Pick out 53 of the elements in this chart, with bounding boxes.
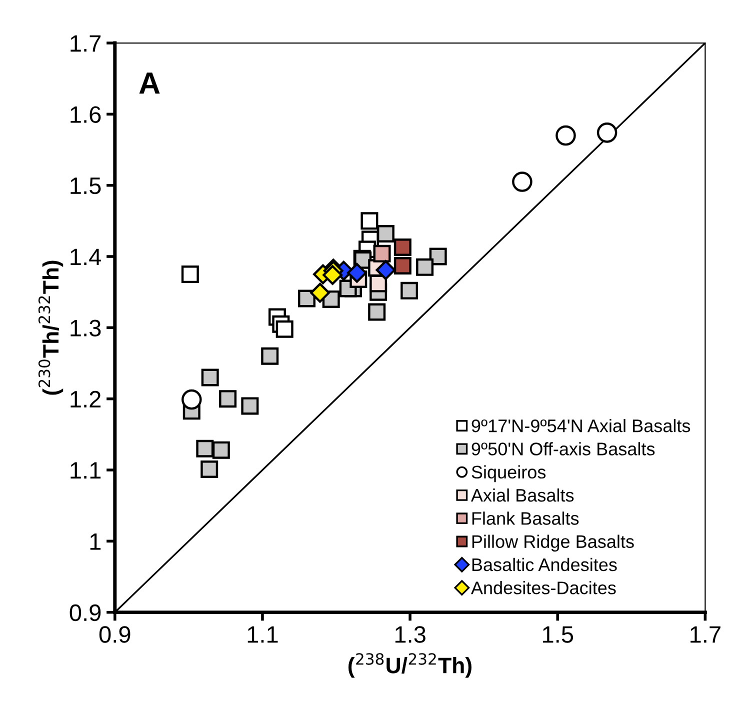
point [376,260,396,280]
y-tick-label: 1.4 [70,248,102,266]
y-tick-label: 0.9 [70,604,101,622]
y-tick-label: 1 [90,533,101,550]
point [322,265,343,285]
annotation: A [139,72,160,94]
y-axis-title: ($^{230}$Th/$^{232}$Th) [38,260,64,395]
point [298,290,316,308]
legend-label: Pillow Ridge Basalts [472,534,634,552]
legend-label: Andesites-Dacites [470,581,616,594]
x-tick-label: 0.9 [99,626,130,643]
y-tick-label: 1.1 [70,462,101,479]
legend-label: 9º50'N Off-axis Basalts [472,442,655,456]
y-tick-label: 1.5 [70,178,101,194]
point [429,248,447,266]
point [394,238,412,256]
point [196,440,214,458]
point [596,122,618,143]
point [219,390,237,408]
point [373,244,391,262]
x-tick-label: 1.3 [395,626,426,643]
y-tick-label: 1.2 [70,390,101,408]
point [346,262,367,283]
point [276,320,294,338]
point [556,125,576,146]
legend-label: Siqueiros [472,465,546,482]
y-tick-label: 1.6 [70,106,101,123]
point [368,303,386,321]
y-tick-label: 1.7 [70,35,101,52]
point [181,266,199,284]
x-tick-label: 1.1 [248,626,278,643]
point [416,258,434,276]
point [512,172,532,192]
x-axis-title: ($^{238}$U/$^{232}$Th) [348,653,472,678]
point [261,347,279,365]
y-tick-label: 1.3 [70,320,101,336]
point [182,389,202,410]
point [310,282,330,303]
point [241,397,259,415]
point [201,368,219,386]
point [370,274,388,292]
point [360,212,378,230]
legend-label: 9º17'N-9º54'N Axial Basalts [472,418,690,432]
x-tick-label: 1.7 [690,626,720,643]
point [212,441,230,459]
point [376,224,394,242]
point [394,257,412,275]
x-tick-label: 1.5 [543,626,574,643]
point [200,460,218,478]
legend-label: Flank Basalts [472,512,579,525]
legend-label: Basaltic Andesites [472,558,617,572]
point [400,282,418,300]
legend-label: Axial Basalts [470,488,574,502]
